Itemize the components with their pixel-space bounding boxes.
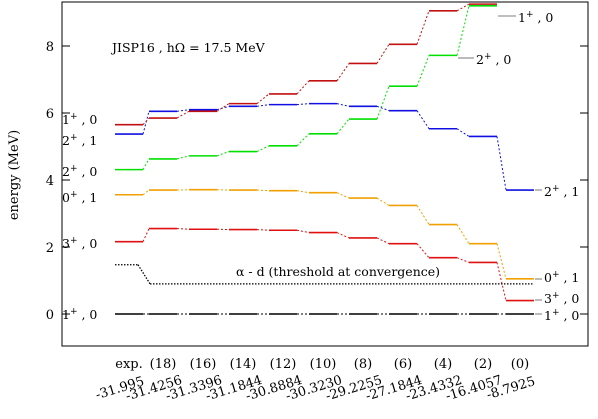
- plot-frame: [61, 1, 589, 347]
- level-connector: [336, 192, 350, 199]
- level-connector: [142, 228, 150, 242]
- x-category-label: (0): [511, 357, 529, 372]
- level-connector: [376, 86, 390, 120]
- x-category-label: exp.: [115, 357, 142, 372]
- level-connector: [176, 110, 190, 119]
- y-axis-label: energy (MeV): [7, 130, 22, 220]
- x-category-label: (8): [354, 357, 372, 372]
- right-level-label: 0+ , 1: [544, 270, 579, 285]
- level-connector: [456, 224, 470, 244]
- y-tick-label: 6: [46, 107, 54, 122]
- level-connector: [416, 55, 430, 87]
- level-connector: [142, 189, 150, 196]
- left-level-label: 0+ , 1: [62, 190, 97, 205]
- level-connector: [296, 190, 310, 194]
- level-connector: [216, 103, 230, 112]
- left-level-label: 1+ , 0: [62, 112, 97, 127]
- y-axis: 0 2 4 6 8: [46, 40, 588, 323]
- level-connector: [216, 105, 230, 111]
- level-connector: [376, 44, 390, 64]
- level-connector: [456, 257, 470, 263]
- threshold-layer: α - d (threshold at convergence): [115, 264, 534, 285]
- series-5: [115, 3, 497, 126]
- level-connector: [336, 63, 350, 82]
- chart-annotation: JISP16 , hΩ = 17.5 MeV: [110, 40, 266, 55]
- level-connector: [176, 228, 190, 230]
- level-connector: [456, 5, 470, 56]
- series-1: [115, 227, 534, 302]
- y-tick-label: 2: [46, 241, 54, 256]
- level-connector: [142, 111, 150, 135]
- x-category-label: (16): [190, 357, 217, 372]
- x-category-label: (14): [230, 357, 257, 372]
- level-connector: [142, 117, 150, 126]
- levels-layer: [115, 3, 534, 315]
- level-connector: [296, 133, 310, 147]
- level-connector: [336, 103, 350, 107]
- level-connector: [256, 104, 270, 107]
- right-level-label: 2+ , 0: [476, 52, 511, 67]
- x-category-label: (18): [150, 357, 177, 372]
- x-category-label: (2): [474, 357, 492, 372]
- level-connector: [256, 93, 270, 105]
- level-connector: [376, 237, 390, 245]
- level-connector: [416, 243, 430, 259]
- level-connector: [376, 197, 390, 206]
- level-connector: [216, 151, 230, 157]
- x-axis: exp.-31.995(18)-31.4256(16)-31.3396(14)-…: [94, 357, 537, 404]
- level-connector: [416, 110, 430, 130]
- left-labels-layer: 1+ , 0 3+ , 0 0+ , 1 2+ , 0 2+ , 1 1+ , 0: [62, 112, 97, 322]
- level-connector: [336, 232, 350, 239]
- right-level-label: 3+ , 0: [544, 291, 579, 306]
- right-level-label: 2+ , 1: [544, 184, 579, 199]
- level-connector: [256, 145, 270, 152]
- series-2: [115, 188, 534, 280]
- left-level-label: 1+ , 0: [62, 307, 97, 322]
- level-connector: [496, 262, 507, 301]
- level-connector: [296, 103, 310, 106]
- level-connector: [176, 109, 190, 112]
- level-connector: [496, 136, 507, 191]
- level-connector: [416, 10, 430, 45]
- level-connector: [296, 229, 310, 234]
- level-connector: [256, 189, 270, 192]
- level-connector: [142, 158, 150, 170]
- left-level-label: 2+ , 1: [62, 133, 97, 148]
- series-3: [115, 5, 497, 171]
- level-connector: [496, 243, 507, 279]
- left-level-label: 2+ , 0: [62, 164, 97, 179]
- x-category-label: (12): [270, 357, 297, 372]
- level-connector: [456, 3, 470, 12]
- right-level-label: 1+ , 0: [544, 308, 579, 323]
- y-tick-label: 0: [46, 308, 54, 323]
- level-connector: [336, 118, 350, 135]
- level-connector: [176, 155, 190, 160]
- x-category-label: (10): [310, 357, 337, 372]
- threshold-label: α - d (threshold at convergence): [236, 264, 440, 279]
- y-tick-label: 8: [46, 40, 54, 55]
- x-category-label: (6): [394, 357, 412, 372]
- x-category-label: (4): [434, 357, 452, 372]
- threshold-connector: [137, 264, 151, 285]
- right-labels-layer: 1+ , 0 3+ , 0 0+ , 1 2+ , 1 2+ , 0 1+ , 0: [458, 10, 579, 323]
- right-level-label: 1+ , 0: [518, 10, 553, 25]
- level-connector: [376, 105, 390, 112]
- series-4: [115, 102, 534, 191]
- y-tick-label: 4: [46, 174, 54, 189]
- level-connector: [416, 205, 430, 225]
- level-connector: [256, 229, 270, 231]
- left-level-label: 3+ , 0: [62, 236, 97, 251]
- level-connector: [296, 80, 310, 95]
- level-connector: [456, 128, 470, 137]
